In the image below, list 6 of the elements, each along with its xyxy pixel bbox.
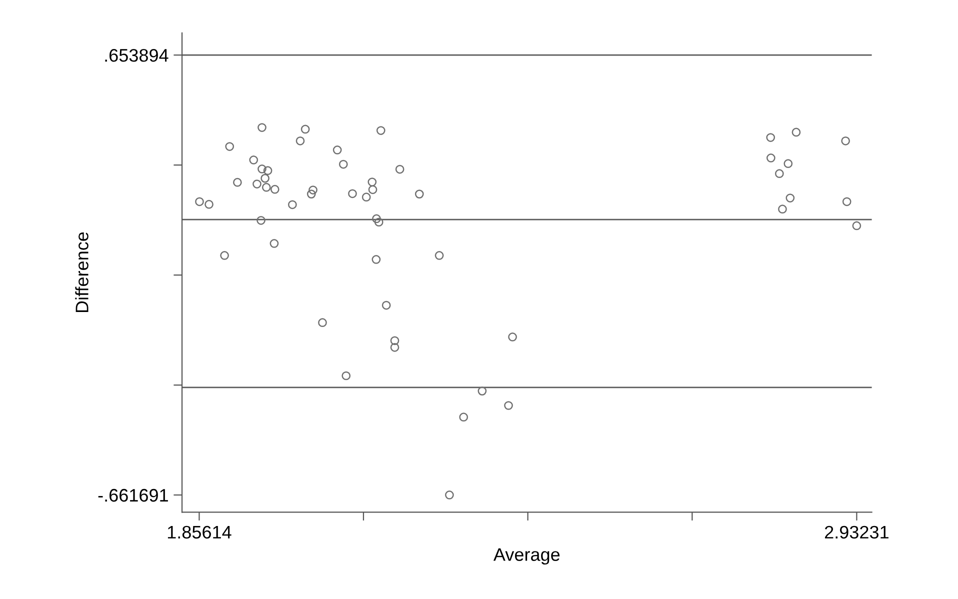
y-tick-label: .653894 [105, 48, 168, 62]
x-tick-label: 1.85614 [168, 526, 232, 539]
y-tick-label: -.661691 [98, 488, 168, 502]
x-axis-title: Average [493, 548, 560, 565]
x-tick-label: 2.93231 [824, 526, 888, 539]
y-axis-title: Difference [75, 232, 88, 312]
